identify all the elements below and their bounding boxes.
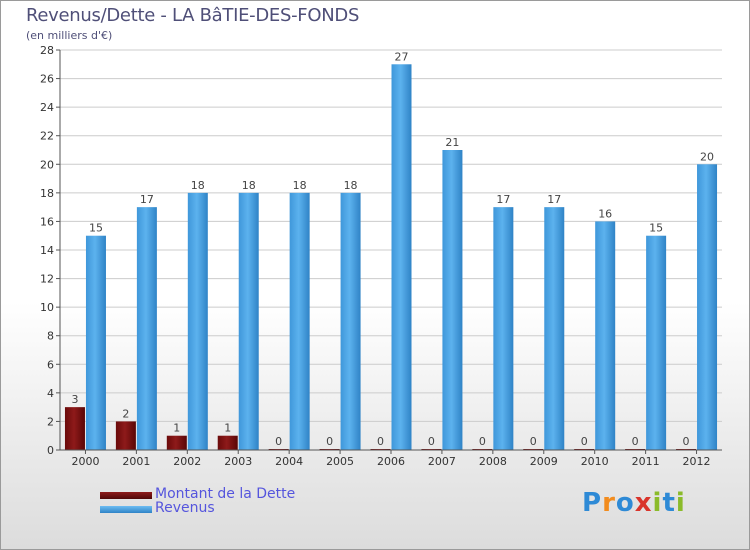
legend-swatch-revenue: [100, 506, 152, 513]
y-tick-label: 20: [40, 158, 54, 171]
bar-revenue: [697, 164, 718, 451]
x-tick-label: 2004: [275, 455, 303, 468]
logo-letter: r: [602, 488, 616, 518]
bar-debt: [166, 435, 187, 450]
x-tick-label: 2003: [224, 455, 252, 468]
data-label-debt: 0: [377, 435, 384, 448]
chart-title: Revenus/Dette - LA BâTIE-DES-FONDS: [26, 5, 360, 26]
data-label-revenue: 18: [242, 179, 256, 192]
data-label-revenue: 21: [445, 136, 459, 149]
data-label-debt: 0: [326, 435, 333, 448]
x-tick-label: 2009: [530, 455, 558, 468]
y-tick-label: 22: [40, 130, 54, 143]
data-label-revenue: 15: [649, 222, 663, 235]
data-label-revenue: 17: [547, 193, 561, 206]
data-label-revenue: 18: [293, 179, 307, 192]
y-tick-label: 6: [47, 358, 54, 371]
x-tick-label: 2001: [122, 455, 150, 468]
bar-debt: [115, 421, 136, 450]
bar-revenue: [85, 235, 106, 450]
data-label-debt: 0: [275, 435, 282, 448]
logo-letter: i: [652, 488, 663, 518]
x-tick-label: 2011: [632, 455, 660, 468]
logo-letter: x: [634, 488, 653, 518]
logo-letter: P: [582, 488, 603, 518]
y-tick-label: 2: [47, 415, 54, 428]
logo-letter: i: [675, 488, 686, 518]
data-label-revenue: 16: [598, 207, 612, 220]
data-label-debt: 0: [683, 435, 690, 448]
data-label-debt: 0: [581, 435, 588, 448]
x-tick-label: 2010: [581, 455, 609, 468]
bar-debt: [217, 435, 238, 450]
proxiti-logo: Proxiti: [582, 488, 686, 518]
bar-revenue: [595, 221, 616, 450]
y-tick-label: 14: [40, 244, 54, 257]
bar-revenue: [289, 192, 310, 450]
y-tick-label: 12: [40, 273, 54, 286]
data-label-revenue: 18: [344, 179, 358, 192]
data-label-debt: 0: [530, 435, 537, 448]
y-tick-label: 16: [40, 215, 54, 228]
logo-letter: o: [615, 488, 635, 518]
bar-revenue: [391, 64, 412, 451]
bar-revenue: [136, 207, 157, 450]
data-label-debt: 1: [173, 422, 180, 435]
y-tick-label: 8: [47, 330, 54, 343]
bar-revenue: [238, 192, 259, 450]
grid-lines: [60, 49, 722, 422]
data-label-revenue: 20: [700, 150, 714, 163]
bar-revenue: [340, 192, 361, 450]
data-label-debt: 2: [122, 407, 129, 420]
y-tick-label: 18: [40, 187, 54, 200]
x-tick-label: 2012: [683, 455, 711, 468]
data-label-debt: 0: [428, 435, 435, 448]
x-tick-label: 2005: [326, 455, 354, 468]
data-label-revenue: 17: [140, 193, 154, 206]
y-tick-label: 28: [40, 44, 54, 57]
x-tick-label: 2000: [71, 455, 99, 468]
data-label-debt: 0: [632, 435, 639, 448]
data-label-debt: 3: [71, 393, 78, 406]
y-tick-label: 26: [40, 73, 54, 86]
bar-revenue: [493, 207, 514, 450]
x-tick-label: 2006: [377, 455, 405, 468]
bars: [64, 64, 718, 451]
y-tick-label: 4: [47, 387, 54, 400]
legend-swatch-debt: [100, 492, 152, 499]
legend-label-revenue: Revenus: [155, 500, 215, 516]
chart-subtitle: (en milliers d'€): [26, 29, 113, 42]
bar-revenue: [646, 235, 667, 450]
y-tick-label: 24: [40, 101, 54, 114]
data-label-debt: 1: [224, 422, 231, 435]
bar-revenue: [187, 192, 208, 450]
bar-revenue: [544, 207, 565, 450]
data-label-revenue: 27: [395, 50, 409, 63]
logo-letter: t: [662, 488, 676, 518]
data-label-debt: 0: [479, 435, 486, 448]
x-tick-label: 2007: [428, 455, 456, 468]
y-tick-label: 0: [47, 444, 54, 457]
data-label-revenue: 18: [191, 179, 205, 192]
bar-debt: [64, 407, 85, 450]
data-label-revenue: 15: [89, 222, 103, 235]
legend-label-debt: Montant de la Dette: [155, 486, 296, 502]
data-label-revenue: 17: [496, 193, 510, 206]
bar-revenue: [442, 150, 463, 450]
x-tick-label: 2002: [173, 455, 201, 468]
data-labels: 3 15 2 17 1 18 1 18 0 18 0 18 0 27 0 21 0 17 0 17 0 16 0 15 0 20: [71, 50, 714, 448]
x-tick-label: 2008: [479, 455, 507, 468]
y-tick-label: 10: [40, 301, 54, 314]
